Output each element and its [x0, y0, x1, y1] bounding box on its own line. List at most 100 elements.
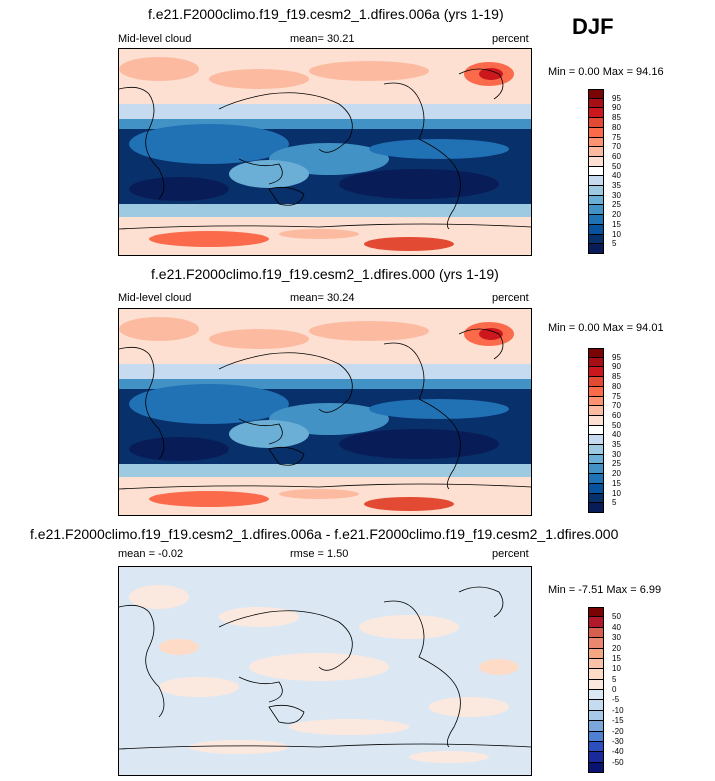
panel3-title: f.e21.F2000climo.f19_f19.cesm2_1.dfires.…	[30, 526, 619, 542]
colorbar-tick-label: 35	[612, 440, 621, 450]
colorbar-tick-label: 85	[612, 113, 621, 123]
colorbar-tick-label: 50	[612, 420, 621, 430]
colorbar-swatch	[588, 731, 604, 742]
panel3-mean-label: mean = -0.02	[118, 548, 184, 560]
colorbar-tick-label: -30	[612, 736, 624, 746]
colorbar-tick-label: 70	[612, 142, 621, 152]
colorbar-tick-label: 40	[612, 171, 621, 181]
colorbar-tick-label: 10	[612, 664, 621, 674]
colorbar-tick-label: 50	[612, 161, 621, 171]
colorbar-swatch	[588, 679, 604, 690]
colorbar-swatch	[588, 669, 604, 680]
colorbar-tick-label: 5	[612, 498, 617, 508]
colorbar-tick-label: 30	[612, 633, 621, 643]
panel1-mean-label: mean= 30.21	[290, 33, 355, 45]
colorbar-tick-label: -15	[612, 716, 624, 726]
colorbar-swatch	[588, 464, 604, 475]
colorbar-swatch	[588, 147, 604, 157]
panel1-variable-label: Mid-level cloud	[118, 33, 192, 45]
colorbar-swatch	[588, 98, 604, 109]
colorbar-swatch	[588, 166, 604, 177]
panel1-units-label: percent	[492, 33, 529, 45]
colorbar-swatch	[588, 186, 604, 196]
panel3-minmax: Min = -7.51 Max = 6.99	[548, 584, 662, 596]
colorbar-tick-label: 20	[612, 469, 621, 479]
colorbar-swatch	[588, 415, 604, 426]
panel2-title: f.e21.F2000climo.f19_f19.cesm2_1.dfires.…	[151, 266, 499, 282]
colorbar-swatch	[588, 617, 604, 628]
colorbar-tick-label: 60	[612, 151, 621, 161]
colorbar-swatch	[588, 752, 604, 763]
colorbar-swatch	[588, 118, 604, 128]
colorbar-tick-label: 90	[612, 362, 621, 372]
colorbar-swatch	[588, 700, 604, 711]
colorbar-swatch	[588, 215, 604, 225]
colorbar-tick-label: 95	[612, 93, 621, 103]
colorbar-tick-label: 40	[612, 430, 621, 440]
colorbar-swatch	[588, 127, 604, 138]
colorbar-tick-label: 40	[612, 622, 621, 632]
colorbar-tick-label: 20	[612, 643, 621, 653]
colorbar-swatch	[588, 721, 604, 732]
colorbar-swatch	[588, 435, 604, 446]
panel2-colorbar: 95 90 85 80 75 70 60 50 40 35 30 25 20 15 10 5	[588, 348, 648, 513]
colorbar-tick-label: 25	[612, 200, 621, 210]
colorbar-swatch	[588, 234, 604, 245]
colorbar-swatch	[588, 762, 604, 773]
colorbar-tick-label: 35	[612, 181, 621, 191]
colorbar-tick-label: -50	[612, 757, 624, 767]
colorbar-tick-label: -10	[612, 705, 624, 715]
colorbar-tick-label: 25	[612, 459, 621, 469]
season-label: DJF	[572, 14, 614, 39]
colorbar-tick-label: 60	[612, 410, 621, 420]
panel1-map	[118, 48, 532, 256]
colorbar-tick-label: 15	[612, 478, 621, 488]
panel2-units-label: percent	[492, 292, 529, 304]
colorbar-swatch	[588, 224, 604, 235]
colorbar-tick-label: -40	[612, 747, 624, 757]
colorbar-swatch	[588, 483, 604, 494]
colorbar-tick-label: 50	[612, 612, 621, 622]
colorbar-swatch	[588, 386, 604, 397]
colorbar-swatch	[588, 377, 604, 387]
colorbar-tick-label: 95	[612, 352, 621, 362]
colorbar-swatch	[588, 607, 604, 618]
colorbar-tick-label: 85	[612, 372, 621, 382]
panel2-minmax: Min = 0.00 Max = 94.01	[548, 322, 664, 334]
panel2-mean-label: mean= 30.24	[290, 292, 355, 304]
colorbar-swatch	[588, 493, 604, 504]
colorbar-tick-label: 5	[612, 674, 617, 684]
colorbar-swatch	[588, 425, 604, 436]
colorbar-swatch	[588, 396, 604, 407]
colorbar-swatch	[588, 741, 604, 753]
colorbar-tick-label: 15	[612, 219, 621, 229]
colorbar-swatch	[588, 474, 604, 484]
colorbar-swatch	[588, 195, 604, 206]
colorbar-tick-label: 0	[612, 685, 617, 694]
colorbar-swatch	[588, 137, 604, 148]
colorbar-swatch	[588, 357, 604, 368]
colorbar-swatch	[588, 108, 604, 119]
colorbar-tick-label: 30	[612, 190, 621, 200]
colorbar-tick-label: 20	[612, 210, 621, 220]
colorbar-tick-label: -20	[612, 726, 624, 736]
colorbar-tick-label: 5	[612, 239, 617, 249]
colorbar-swatch	[588, 367, 604, 378]
colorbar-tick-label: 75	[612, 132, 621, 142]
colorbar-swatch	[588, 627, 604, 639]
colorbar-swatch	[588, 406, 604, 416]
panel2-variable-label: Mid-level cloud	[118, 292, 192, 304]
panel2-map	[118, 308, 532, 516]
colorbar-swatch	[588, 176, 604, 187]
colorbar-swatch	[588, 638, 604, 649]
colorbar-tick-label: -5	[612, 695, 620, 705]
panel3-rmse-label: rmse = 1.50	[290, 548, 349, 560]
colorbar-swatch	[588, 244, 604, 254]
colorbar-tick-label: 10	[612, 488, 621, 498]
panel1-minmax: Min = 0.00 Max = 94.16	[548, 66, 664, 78]
colorbar-tick-label: 15	[612, 653, 621, 663]
colorbar-swatch	[588, 205, 604, 216]
colorbar-tick-label: 10	[612, 229, 621, 239]
colorbar-swatch	[588, 89, 604, 99]
panel3-colorbar: 50 40 30 20 15 10 5 0 -5 -10 -15 -20 -30 -40 -50	[588, 607, 648, 773]
